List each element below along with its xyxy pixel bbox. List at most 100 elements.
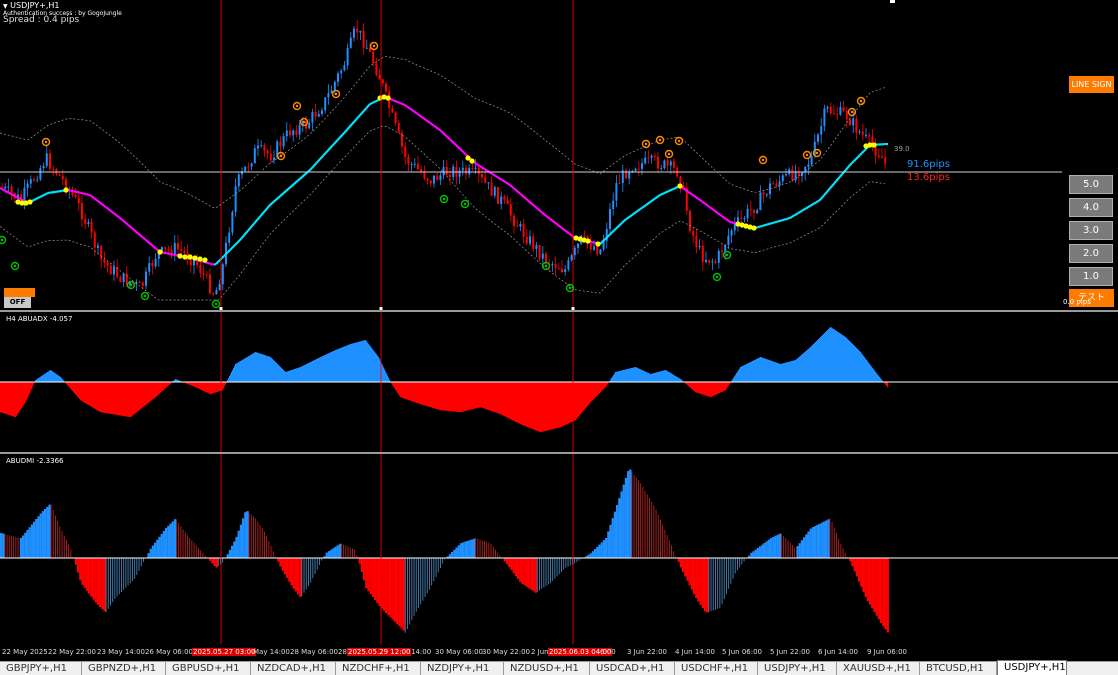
ma-segment xyxy=(308,170,310,172)
dmi-indicator-pane[interactable]: ABUDMI -2.3366 xyxy=(0,454,1118,644)
ma-segment xyxy=(366,106,368,108)
dmi-bar xyxy=(233,541,235,558)
level-button-4[interactable]: 4.0 xyxy=(1069,198,1113,217)
candle-body xyxy=(398,123,400,132)
ma-segment xyxy=(638,209,640,210)
ma-segment xyxy=(284,191,286,193)
ma-segment xyxy=(248,228,250,230)
ma-segment xyxy=(46,193,48,194)
candle-body xyxy=(491,182,493,195)
ma-segment xyxy=(418,114,420,115)
chart-tab[interactable]: NZDCAD+,H1 xyxy=(251,662,336,675)
candle-body xyxy=(81,203,83,219)
ma-segment xyxy=(642,206,644,207)
chart-tab[interactable]: USDJPY+,H1 xyxy=(997,660,1067,675)
ma-segment xyxy=(208,263,210,264)
dmi-bar xyxy=(684,558,686,576)
candle-body xyxy=(657,157,659,169)
dmi-bar xyxy=(418,558,419,608)
chart-tab[interactable]: NZDJPY+,H1 xyxy=(421,662,504,675)
dmi-bar xyxy=(57,521,58,558)
ma-segment xyxy=(492,174,494,175)
ma-marker xyxy=(469,158,474,163)
chart-tab[interactable]: XAUUSD+,H1 xyxy=(837,662,920,675)
ma-segment xyxy=(432,124,434,125)
dmi-bar xyxy=(680,558,682,568)
level-button-2[interactable]: 2.0 xyxy=(1069,244,1113,263)
ma-segment xyxy=(448,138,450,140)
ma-segment xyxy=(314,163,316,165)
ma-segment xyxy=(500,179,502,180)
chart-tab[interactable]: USDCHF+,H1 xyxy=(675,662,758,675)
candle-body xyxy=(350,38,352,48)
candle-body xyxy=(103,259,105,262)
ma-segment xyxy=(710,207,712,208)
dmi-bar xyxy=(708,558,709,612)
ma-segment xyxy=(528,200,530,202)
dmi-bar xyxy=(884,558,886,629)
dmi-bar xyxy=(299,558,301,597)
ma-segment xyxy=(344,131,346,133)
dmi-bar xyxy=(871,558,873,608)
ma-segment xyxy=(570,234,572,236)
dmi-bar xyxy=(825,521,827,559)
candle-body xyxy=(708,260,710,263)
price-chart-pane[interactable]: ▼ USDJPY+,H1 Authentication success : by… xyxy=(0,0,1118,310)
orange-toggle[interactable] xyxy=(4,288,35,297)
ma-segment xyxy=(116,215,118,217)
ma-segment xyxy=(120,218,122,220)
chart-tab[interactable]: GBPNZD+,H1 xyxy=(82,662,166,675)
chart-tab[interactable]: USDJPY+,H1 xyxy=(758,662,837,675)
chart-tab[interactable]: NZDUSD+,H1 xyxy=(504,662,590,675)
candle-body xyxy=(94,233,96,248)
ma-segment xyxy=(110,210,112,212)
adx-indicator-pane[interactable]: H4 ABUADX -4.057 xyxy=(0,312,1118,452)
chart-tab[interactable]: GBPUSD+,H1 xyxy=(166,662,251,675)
ma-segment xyxy=(126,223,128,225)
candle-body xyxy=(715,261,717,262)
ma-segment xyxy=(402,104,404,105)
dropdown-triangle-icon[interactable]: ▼ xyxy=(3,3,8,10)
ma-segment xyxy=(864,149,866,151)
dmi-bar xyxy=(125,558,126,588)
chart-tab[interactable]: GBPJPY+,H1 xyxy=(0,662,82,675)
chart-tab[interactable]: NZDCHF+,H1 xyxy=(336,662,421,675)
ma-segment xyxy=(342,133,344,135)
line-sign-button[interactable]: LINE SIGN xyxy=(1069,76,1114,93)
ma-segment xyxy=(230,248,232,250)
ma-segment xyxy=(112,212,114,214)
chart-tab[interactable]: BTCUSD,H1 xyxy=(920,662,997,675)
ma-segment xyxy=(720,215,722,216)
candle-body xyxy=(46,153,48,166)
candle-body xyxy=(699,246,701,247)
ma-segment xyxy=(446,136,448,138)
price-chart-canvas[interactable] xyxy=(0,0,1118,310)
dmi-bar xyxy=(350,548,351,558)
dmi-bar xyxy=(372,558,374,597)
candle-body xyxy=(62,176,64,180)
ma-segment xyxy=(148,242,150,244)
dmi-bar xyxy=(528,558,530,588)
ma-segment xyxy=(802,210,804,211)
candle-body xyxy=(356,29,358,33)
chart-tab[interactable]: USDCAD+,H1 xyxy=(590,662,675,675)
candle-body xyxy=(625,170,627,178)
ma-segment xyxy=(292,184,294,186)
ma-segment xyxy=(856,157,858,159)
dmi-bar xyxy=(213,558,215,566)
candle-body xyxy=(766,194,768,195)
dmi-bar xyxy=(671,546,672,559)
off-button[interactable]: OFF xyxy=(4,297,31,308)
candle-body xyxy=(823,108,825,126)
candle-body xyxy=(852,118,854,125)
level-button-5[interactable]: 5.0 xyxy=(1069,175,1113,194)
dmi-bar xyxy=(854,558,856,571)
candle-body xyxy=(577,244,579,248)
level-button-3[interactable]: 3.0 xyxy=(1069,221,1113,240)
dmi-bar xyxy=(163,531,165,558)
dmi-bar xyxy=(887,558,889,632)
candle-body xyxy=(379,75,381,79)
level-button-1[interactable]: 1.0 xyxy=(1069,267,1113,286)
dmi-bar xyxy=(477,539,478,558)
